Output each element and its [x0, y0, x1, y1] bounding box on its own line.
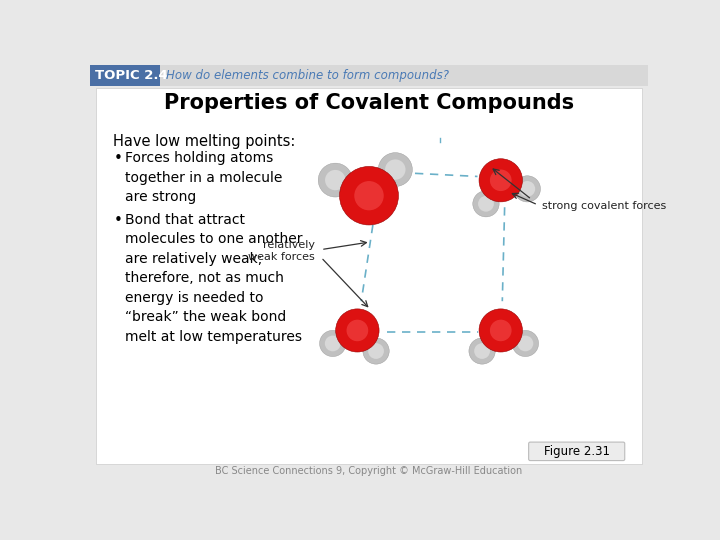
Text: TOPIC 2.4: TOPIC 2.4 [94, 69, 167, 82]
Circle shape [474, 343, 490, 359]
Text: Have low melting points:: Have low melting points: [113, 134, 296, 149]
Circle shape [318, 163, 352, 197]
Text: Properties of Covalent Compounds: Properties of Covalent Compounds [164, 93, 574, 113]
FancyBboxPatch shape [96, 88, 642, 464]
FancyBboxPatch shape [90, 65, 160, 86]
Circle shape [325, 335, 341, 352]
Circle shape [340, 166, 398, 225]
Text: How do elements combine to form compounds?: How do elements combine to form compound… [166, 69, 449, 82]
Text: BC Science Connections 9, Copyright © McGraw-Hill Education: BC Science Connections 9, Copyright © Mc… [215, 467, 523, 476]
Text: strong covalent forces: strong covalent forces [542, 201, 666, 211]
Circle shape [363, 338, 390, 364]
Text: •: • [113, 213, 122, 228]
Circle shape [378, 153, 413, 186]
Circle shape [519, 181, 535, 197]
Text: •: • [113, 151, 122, 166]
Circle shape [385, 159, 405, 180]
Circle shape [354, 181, 384, 210]
FancyBboxPatch shape [90, 65, 648, 86]
Text: Figure 2.31: Figure 2.31 [544, 445, 610, 458]
Circle shape [479, 159, 523, 202]
Circle shape [469, 338, 495, 364]
Circle shape [518, 335, 534, 352]
Circle shape [479, 309, 523, 352]
Circle shape [490, 320, 512, 341]
Text: Bond that attract
molecules to one another
are relatively weak;
therefore, not a: Bond that attract molecules to one anoth… [125, 213, 302, 343]
Circle shape [490, 170, 512, 191]
Circle shape [368, 343, 384, 359]
Circle shape [336, 309, 379, 352]
Circle shape [512, 330, 539, 356]
Circle shape [478, 196, 494, 212]
Circle shape [346, 320, 368, 341]
Circle shape [320, 330, 346, 356]
Text: relatively
weak forces: relatively weak forces [248, 240, 315, 262]
Circle shape [473, 191, 499, 217]
FancyBboxPatch shape [528, 442, 625, 461]
Circle shape [514, 176, 541, 202]
Circle shape [325, 170, 346, 190]
Text: Forces holding atoms
together in a molecule
are strong: Forces holding atoms together in a molec… [125, 151, 282, 204]
